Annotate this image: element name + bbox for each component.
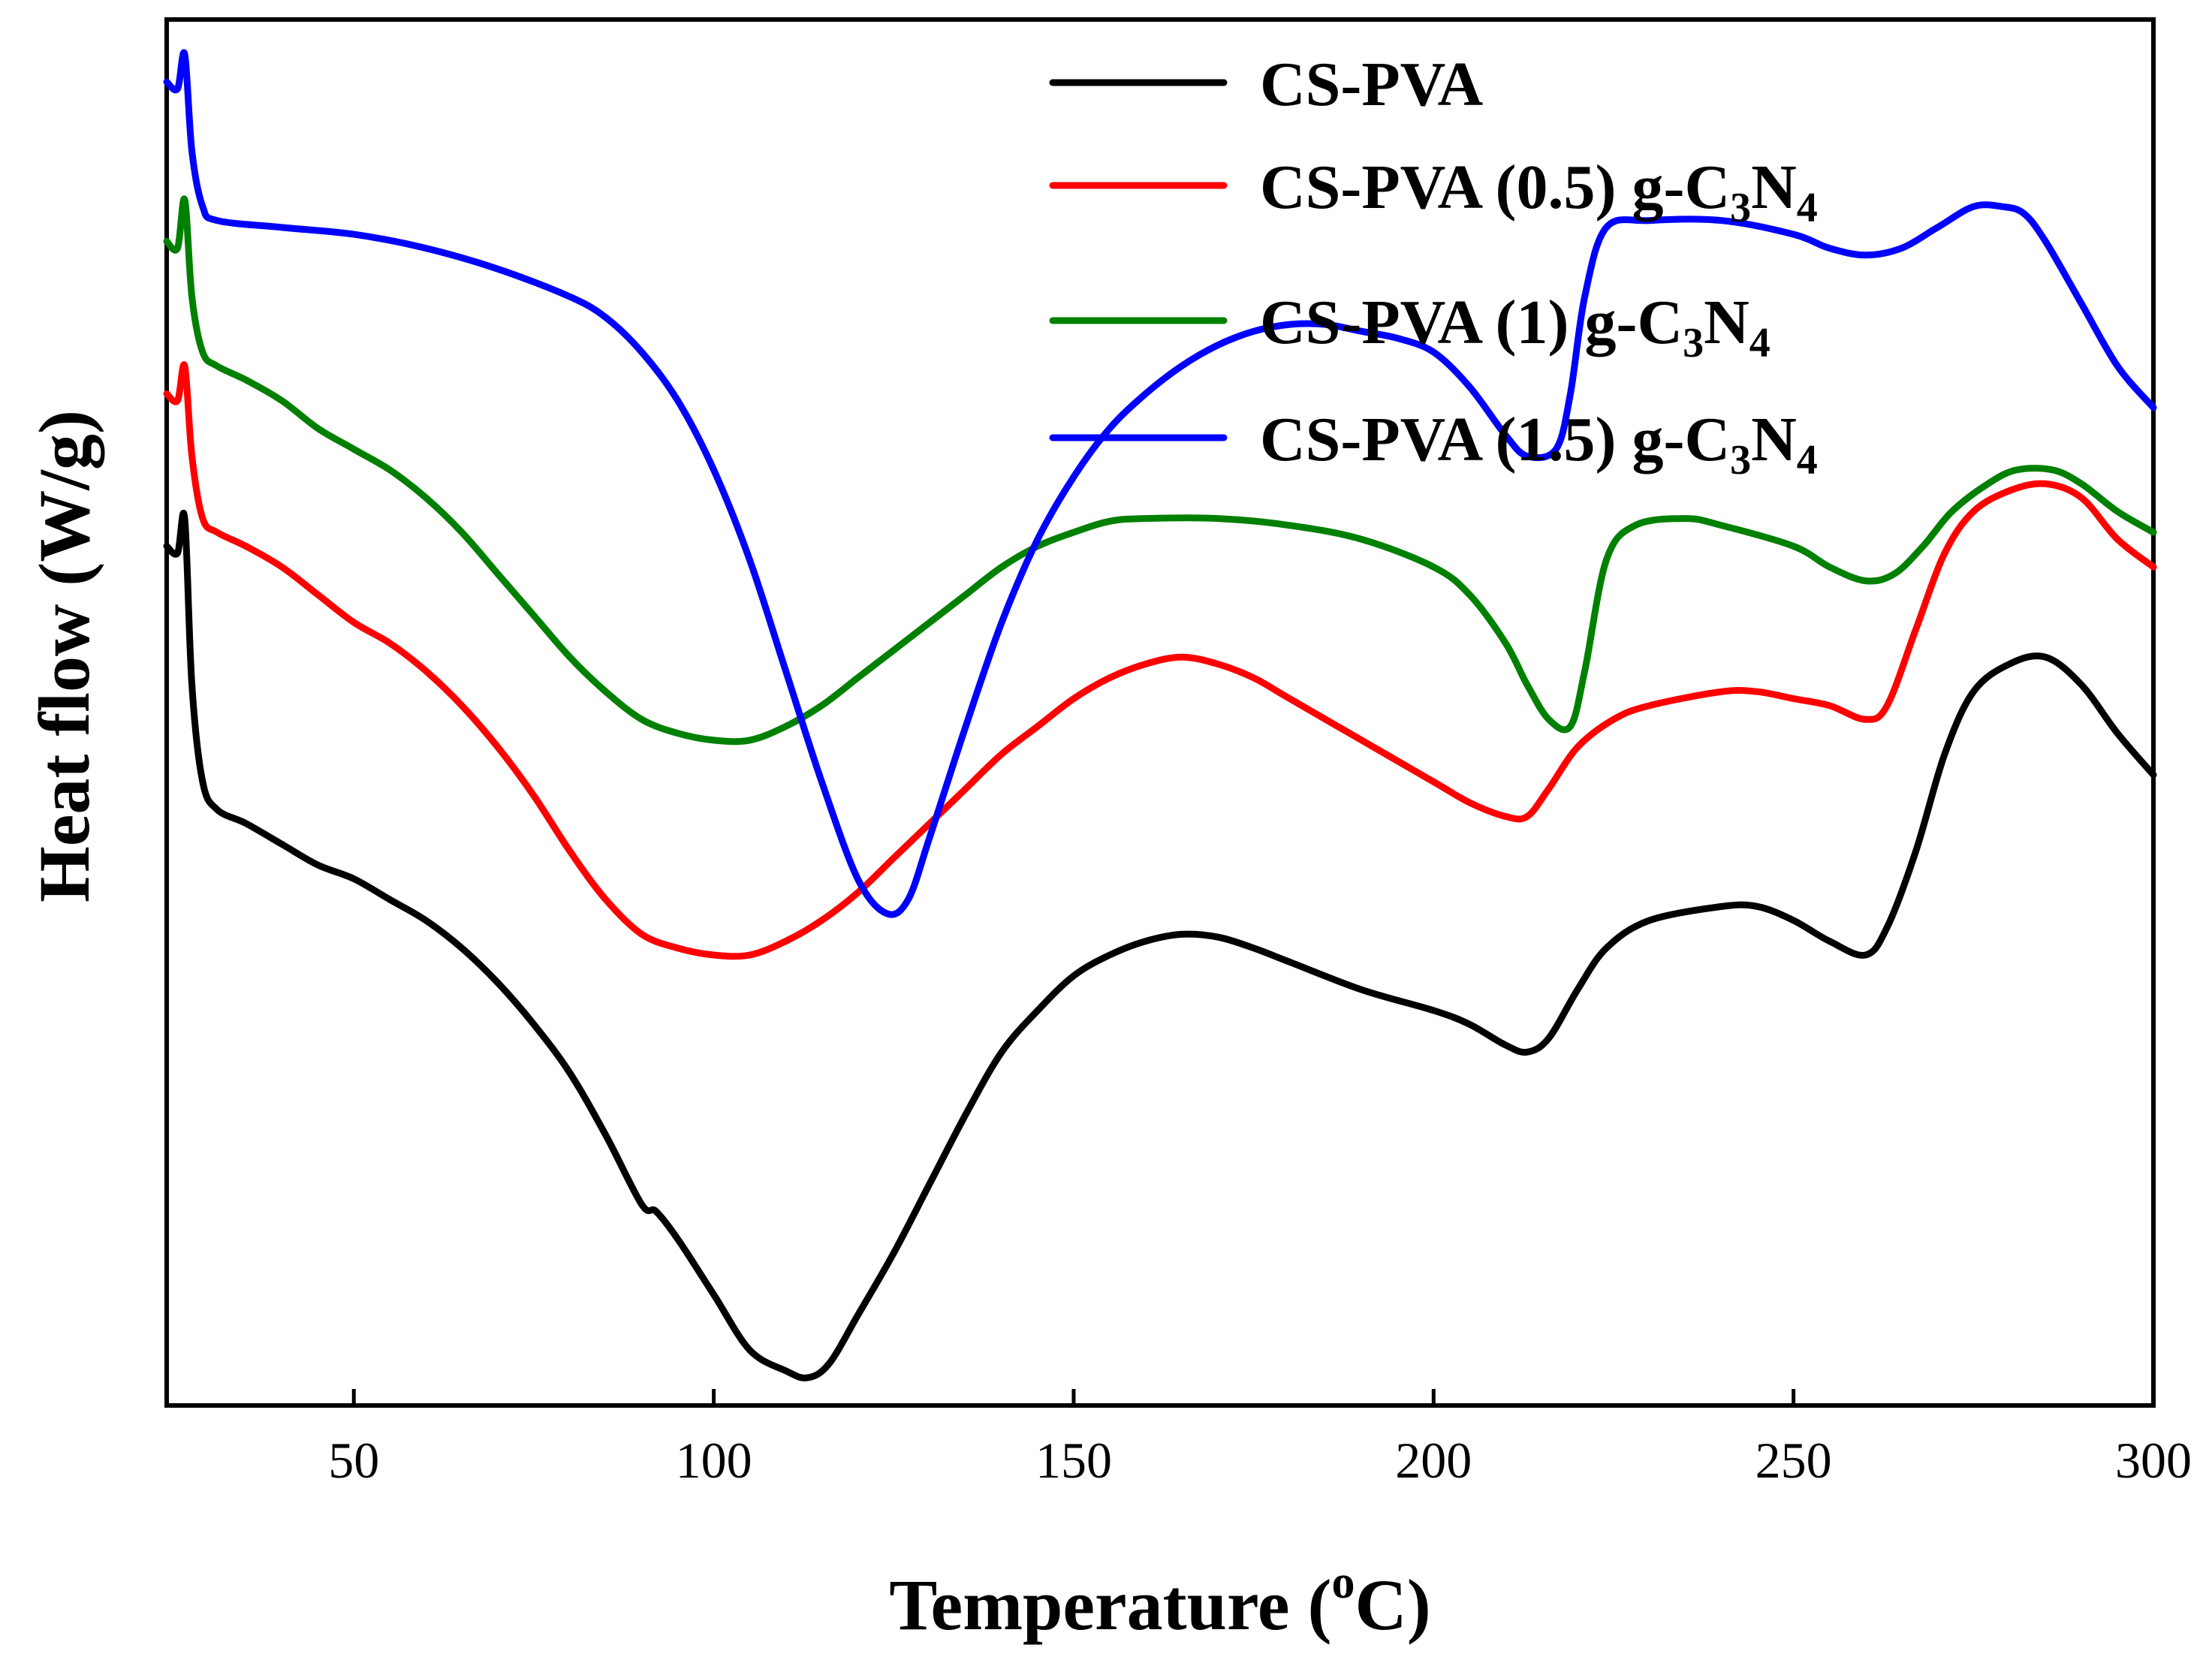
x-tick-label: 300 (2115, 1432, 2192, 1489)
legend-label: CS-PVA (1260, 50, 1483, 119)
series-line-1 (163, 509, 2157, 1381)
series-line-4 (163, 49, 2157, 918)
series-layer (163, 49, 2157, 1381)
series-line-2 (163, 361, 2157, 960)
x-tick-label: 150 (1035, 1432, 1112, 1489)
x-axis-title: Temperature (oC) (889, 1557, 1431, 1645)
legend-label: CS-PVA (1.5) g-C3N4 (1260, 405, 1818, 484)
x-tick-label: 250 (1755, 1432, 1832, 1489)
legend: CS-PVA CS-PVA (0.5) g-C3N4 CS-PVA (1) g-C3… (1049, 50, 1818, 484)
x-tick-label: 100 (676, 1432, 752, 1489)
x-tick-label: 50 (328, 1432, 379, 1489)
plot-frame (164, 17, 2156, 1408)
legend-label: CS-PVA (0.5) g-C3N4 (1260, 152, 1818, 231)
x-ticks: 50 100 150 200 250 300 (328, 1389, 2192, 1489)
legend-label: CS-PVA (1) g-C3N4 (1260, 288, 1771, 366)
y-axis-title: Heat flow (W/g) (24, 410, 104, 902)
x-tick-label: 200 (1395, 1432, 1472, 1489)
series-line-3 (163, 195, 2157, 746)
